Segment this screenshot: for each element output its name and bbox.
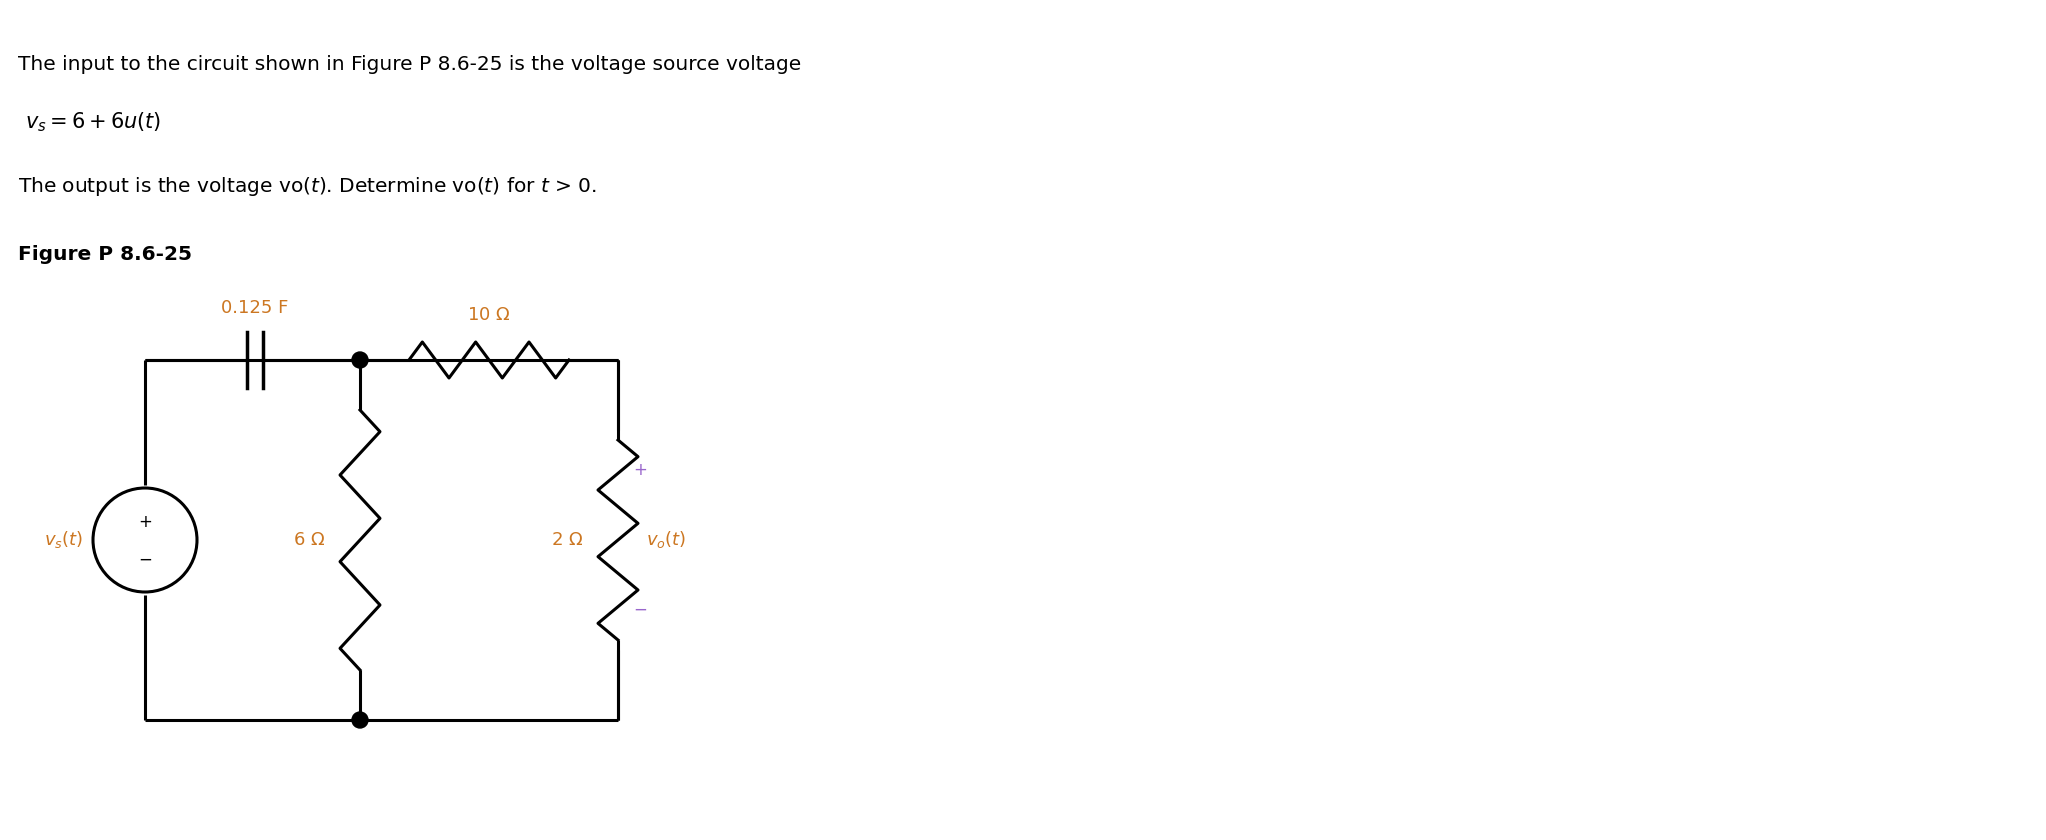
Text: +: + xyxy=(137,513,151,531)
Circle shape xyxy=(352,352,368,368)
Text: 2 $\Omega$: 2 $\Omega$ xyxy=(550,531,583,549)
Text: Figure P 8.6-25: Figure P 8.6-25 xyxy=(18,245,192,264)
Text: 0.125 F: 0.125 F xyxy=(221,299,288,317)
Text: 6 $\Omega$: 6 $\Omega$ xyxy=(293,531,325,549)
Text: −: − xyxy=(632,601,647,619)
Text: +: + xyxy=(632,461,647,479)
Text: The input to the circuit shown in Figure P 8.6-25 is the voltage source voltage: The input to the circuit shown in Figure… xyxy=(18,55,802,74)
Text: −: − xyxy=(137,551,151,569)
Text: $\it{v}_s = 6 + 6\it{u}(\it{t})$: $\it{v}_s = 6 + 6\it{u}(\it{t})$ xyxy=(25,110,162,134)
Circle shape xyxy=(352,712,368,728)
Text: $\it{v}_o(\it{t})$: $\it{v}_o(\it{t})$ xyxy=(647,529,685,550)
Text: The output is the voltage $\mathrm{vo}(\it{t})$. Determine $\mathrm{vo}(\it{t})$: The output is the voltage $\mathrm{vo}(\… xyxy=(18,175,597,198)
Text: $\it{v}_s(\it{t})$: $\it{v}_s(\it{t})$ xyxy=(43,529,84,550)
Text: 10 $\Omega$: 10 $\Omega$ xyxy=(466,306,512,324)
